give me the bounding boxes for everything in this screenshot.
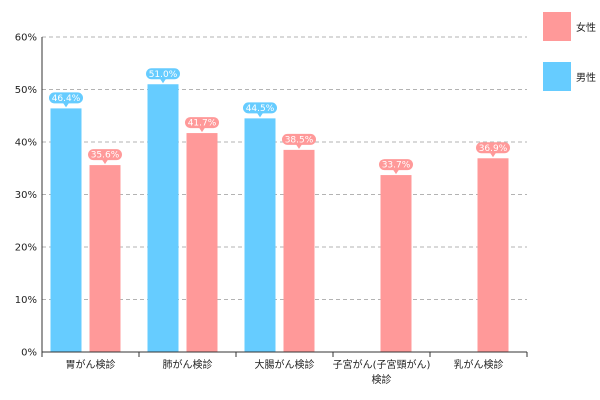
value-label-pointer [160, 78, 166, 84]
x-category-label: 胃がん検診 [66, 358, 116, 371]
x-category-label: 検診 [372, 373, 392, 386]
grid-layer [42, 36, 527, 300]
value-label-bubble [379, 159, 413, 171]
bar [283, 149, 315, 352]
value-label: 44.5% [246, 104, 275, 114]
value-label: 46.4% [52, 94, 81, 104]
bar [380, 175, 412, 352]
value-label-pointer [63, 102, 69, 108]
y-tick-label: 60% [15, 33, 37, 44]
y-tick-label: 10% [15, 295, 37, 306]
value-label-bubble [49, 92, 83, 104]
y-tick-label: 0% [21, 348, 37, 359]
legend-swatch [543, 62, 571, 91]
value-label: 51.0% [149, 70, 178, 80]
value-label: 41.7% [188, 119, 217, 129]
legend-swatch [543, 12, 571, 41]
value-label-pointer [490, 152, 496, 158]
value-label-pointer [199, 127, 205, 133]
x-category-label: 子宮がん(子宮頸がん) [333, 358, 431, 371]
value-label-pointer [102, 159, 108, 165]
value-label-bubble [282, 133, 316, 145]
bar [147, 84, 179, 352]
y-tick-label: 30% [15, 190, 37, 201]
value-label: 38.5% [285, 135, 314, 145]
value-label-bubble [476, 142, 510, 154]
y-tick-label: 50% [15, 85, 37, 96]
x-category-label: 大腸がん検診 [255, 358, 315, 371]
value-label-pointer [296, 144, 302, 149]
value-label-bubble [146, 68, 180, 80]
value-label: 36.9% [479, 144, 508, 154]
x-category-label: 肺がん検診 [163, 358, 213, 371]
legend-label: 男性 [576, 71, 596, 84]
legend-label: 女性 [576, 21, 596, 34]
bar [477, 158, 509, 352]
value-label: 33.7% [382, 161, 411, 171]
value-label: 35.6% [91, 151, 120, 161]
bar [89, 165, 121, 352]
value-label-pointer [393, 169, 399, 175]
value-label-bubble [243, 102, 277, 114]
bars-layer: 46.4% 51.0% 44.5% 35.6% 41.7% 38.5% 33.7% 36.9% [49, 68, 510, 353]
axis-layer: 0% 10% 20% 30% 40% 50% 60% 胃がん検診 肺がん検診 大腸がん検診 子宮がん… [15, 33, 528, 386]
bar [50, 108, 82, 353]
value-label-bubble [185, 117, 219, 129]
value-label-pointer [257, 112, 263, 118]
y-tick-label: 20% [15, 243, 37, 254]
bar [244, 118, 276, 352]
x-category-label: 乳がん検診 [454, 358, 504, 371]
y-tick-label: 40% [15, 138, 37, 149]
value-label-bubble [88, 149, 122, 161]
bar [186, 133, 218, 352]
